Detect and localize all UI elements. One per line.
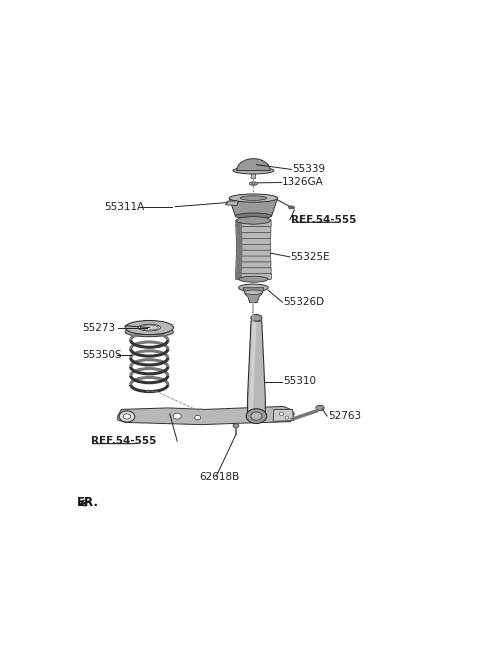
Text: 52763: 52763 — [328, 411, 361, 421]
Text: 62618B: 62618B — [200, 472, 240, 482]
FancyBboxPatch shape — [237, 232, 242, 238]
Polygon shape — [273, 409, 294, 421]
Polygon shape — [229, 198, 277, 216]
FancyBboxPatch shape — [236, 274, 242, 279]
Ellipse shape — [279, 412, 284, 415]
Text: 1326GA: 1326GA — [282, 178, 324, 188]
Text: 55325E: 55325E — [290, 252, 330, 262]
FancyBboxPatch shape — [236, 220, 271, 227]
Ellipse shape — [239, 284, 268, 291]
Ellipse shape — [229, 194, 277, 202]
Polygon shape — [243, 288, 264, 302]
FancyBboxPatch shape — [236, 262, 242, 268]
Ellipse shape — [236, 216, 271, 224]
Ellipse shape — [246, 409, 267, 424]
Text: 55310: 55310 — [283, 377, 316, 386]
Text: FR.: FR. — [77, 496, 99, 509]
Ellipse shape — [233, 167, 274, 174]
Ellipse shape — [119, 411, 135, 422]
Polygon shape — [248, 321, 265, 413]
Text: 55311A: 55311A — [105, 201, 145, 212]
Polygon shape — [118, 407, 294, 424]
Ellipse shape — [249, 182, 258, 185]
FancyBboxPatch shape — [237, 244, 242, 250]
Ellipse shape — [195, 415, 201, 420]
Text: REF.54-555: REF.54-555 — [290, 215, 356, 224]
FancyBboxPatch shape — [236, 267, 271, 274]
Ellipse shape — [288, 206, 294, 209]
Text: 55326D: 55326D — [283, 297, 324, 307]
Text: 55273: 55273 — [83, 323, 116, 333]
FancyBboxPatch shape — [236, 220, 242, 226]
Ellipse shape — [125, 327, 173, 337]
FancyBboxPatch shape — [236, 255, 271, 262]
FancyBboxPatch shape — [237, 238, 242, 244]
FancyBboxPatch shape — [236, 261, 271, 268]
Ellipse shape — [285, 416, 289, 419]
FancyBboxPatch shape — [236, 232, 271, 238]
FancyBboxPatch shape — [236, 268, 242, 274]
FancyBboxPatch shape — [236, 226, 271, 232]
Text: REF.54-555: REF.54-555 — [91, 436, 156, 446]
FancyBboxPatch shape — [237, 250, 242, 256]
Ellipse shape — [244, 290, 263, 295]
Polygon shape — [237, 159, 270, 171]
Ellipse shape — [316, 405, 324, 411]
Ellipse shape — [240, 196, 267, 200]
Ellipse shape — [140, 325, 158, 330]
Ellipse shape — [138, 324, 160, 331]
Ellipse shape — [173, 413, 181, 419]
Ellipse shape — [123, 414, 131, 419]
FancyBboxPatch shape — [236, 226, 242, 232]
Ellipse shape — [252, 183, 255, 184]
FancyBboxPatch shape — [237, 256, 242, 262]
Ellipse shape — [235, 213, 272, 219]
FancyBboxPatch shape — [236, 249, 271, 256]
Polygon shape — [226, 201, 239, 205]
Text: 55339: 55339 — [292, 165, 325, 174]
FancyBboxPatch shape — [237, 243, 270, 250]
FancyBboxPatch shape — [236, 273, 271, 279]
Ellipse shape — [250, 413, 263, 421]
FancyBboxPatch shape — [236, 237, 271, 244]
Polygon shape — [249, 321, 257, 413]
FancyBboxPatch shape — [251, 173, 256, 178]
Ellipse shape — [239, 276, 268, 282]
Ellipse shape — [125, 321, 173, 335]
Ellipse shape — [233, 424, 239, 428]
Ellipse shape — [251, 314, 262, 321]
Ellipse shape — [251, 412, 262, 420]
Text: 55350S: 55350S — [83, 350, 122, 360]
